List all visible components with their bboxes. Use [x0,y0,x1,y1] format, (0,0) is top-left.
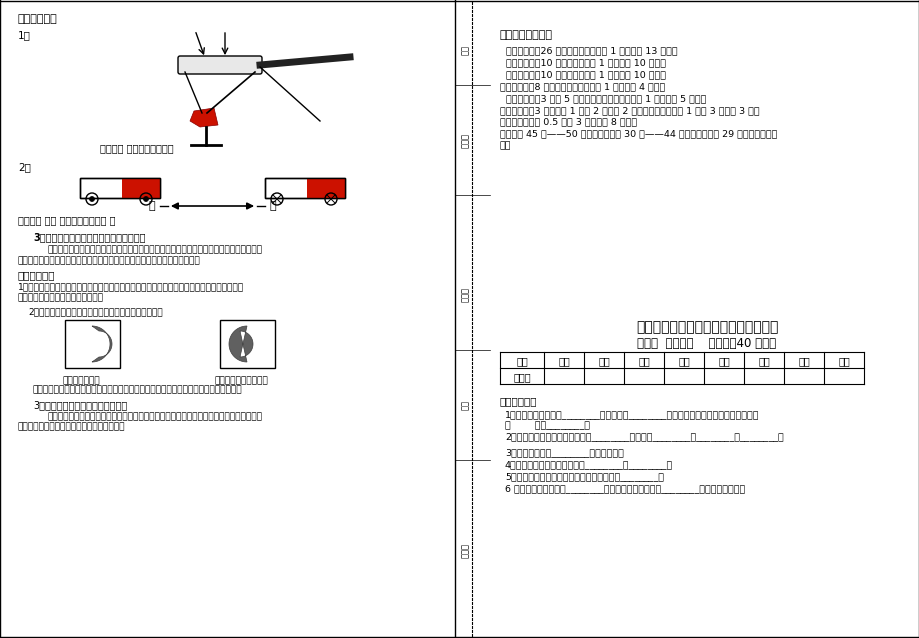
Bar [307,178,345,198]
Text: 2．有规则的几何外形的固体叫做________，请举例________、________、________。: 2．有规则的几何外形的固体叫做________，请举例________、____… [505,432,783,441]
Text: 六、简答题：3 大题，第 1 题算 2 题，第 2 题每答对一个问题算 1 题合 3 题，第 3 题每: 六、简答题：3 大题，第 1 题算 2 题，第 2 题每答对一个问题算 1 题合… [499,106,759,115]
Text: 的半径，这样在轮上用力，作用在轴上的力也就增大，可以轻松把螺母拧出。: 的半径，这样在轮上用力，作用在轴上的力也就增大，可以轻松把螺母拧出。 [18,256,200,265]
Text: 连线: 连线 [677,356,689,366]
Text: 班级：: 班级： [460,133,469,147]
Bar [265,178,345,198]
Text: 选择: 选择 [638,356,649,366]
Text: 镜        叫做________。: 镜 叫做________。 [505,421,589,430]
Bar [80,178,160,198]
Text: 4．物质变化一般分成两类：即________和________。: 4．物质变化一般分成两类：即________和________。 [505,460,673,469]
Text: 五、图形题：: 五、图形题： [18,14,58,24]
Polygon shape [92,326,112,362]
Circle shape [143,197,148,202]
Bar [265,178,345,198]
Text: 一、填空题：: 一、填空题： [499,396,537,406]
Text: 一、填空题：26 空格，每填对两空算 1 题，（共 13 题）。: 一、填空题：26 空格，每填对两空算 1 题，（共 13 题）。 [499,46,677,55]
Text: 对题数: 对题数 [513,372,530,382]
Text: 1、答：小明只要在白纸信件中喷上碘酒溶液，因为淀粉遇到碘酒发生化学反应，变成蓝紫色，: 1、答：小明只要在白纸信件中喷上碘酒溶液，因为淀粉遇到碘酒发生化学反应，变成蓝紫… [18,282,244,291]
Text: 农历二十七或二十八。: 农历二十七或二十八。 [215,376,268,385]
Text: 5．月球在圆缺变化过程中出现的各种形状叫________。: 5．月球在圆缺变化过程中出现的各种形状叫________。 [505,472,664,481]
Text: 这样就可以把信中的内容显示出来。: 这样就可以把信中的内容显示出来。 [18,293,104,302]
Text: 2、: 2、 [18,162,31,172]
Text: ）: ） [269,201,277,211]
Text: 二、判断题：10 题，做对一题算 1 题，（共 10 题）。: 二、判断题：10 题，做对一题算 1 题，（共 10 题）。 [499,58,665,67]
Text: 的物质，如：铁生锈。（注：举例对就可以）: 的物质，如：铁生锈。（注：举例对就可以） [18,422,125,431]
Text: 3．我们已经知道________气体能灭火。: 3．我们已经知道________气体能灭火。 [505,448,623,457]
Text: （: （ [148,201,154,211]
Text: 等级: 等级 [798,356,809,366]
Text: 1．放大镜能把物体的________放大，早在________，人们就发明了放大镜。人们把放大: 1．放大镜能把物体的________放大，早在________，人们就发明了放大… [505,410,759,419]
Text: 题型: 题型 [516,356,528,366]
Text: 图形: 图形 [718,356,729,366]
Text: 四、连线题：8 条线，每连对两条线算 1 题，（共 4 题）。: 四、连线题：8 条线，每连对两条线算 1 题，（共 4 题）。 [499,82,664,91]
Polygon shape [229,326,253,362]
Text: 书写: 书写 [837,356,849,366]
Text: 3、答：物理变化和化学变化两类。: 3、答：物理变化和化学变化两类。 [33,400,127,410]
Text: 姓名：: 姓名： [460,288,469,302]
Text: 判断: 判断 [597,356,609,366]
Text: 理由：（ 答： 磁铁异极互相吸引 ）: 理由：（ 答： 磁铁异极互相吸引 ） [18,215,116,225]
Text: 七、做对 45 题——50 题为优秀；做对 30 题——44 题为合格；做对 29 题及以下为待合: 七、做对 45 题——50 题为优秀；做对 30 题——44 题为合格；做对 2… [499,129,777,138]
Text: 填空: 填空 [558,356,569,366]
Text: 3、答：扳手柄上套一根适当长度的钢管。: 3、答：扳手柄上套一根适当长度的钢管。 [33,232,145,242]
Text: 评分标准题目折算: 评分标准题目折算 [499,30,552,40]
Text: 学校：: 学校： [460,542,469,558]
Circle shape [89,197,95,202]
Text: 五、图形题：3 大题 5 个问题，每完成一个问题算 1 题，（共 5 题）。: 五、图形题：3 大题 5 个问题，每完成一个问题算 1 题，（共 5 题）。 [499,94,706,103]
Text: 答：扳手是一种轮轴机械的应用，扳手柄上套一根适当长度的钢管，即延长手柄，增大轮轴: 答：扳手是一种轮轴机械的应用，扳手柄上套一根适当长度的钢管，即延长手柄，增大轮轴 [48,245,263,254]
Text: 名称：（ 凸透镜聚光实验）: 名称：（ 凸透镜聚光实验） [100,143,174,153]
Text: 答：: 答： [460,400,469,410]
Text: 答对一个问题算 0.5 题合 3 题，（共 8 题）。: 答对一个问题算 0.5 题合 3 题，（共 8 题）。 [499,117,637,126]
Text: 简答: 简答 [757,356,769,366]
Text: 农历初三或初四: 农历初三或初四 [62,376,100,385]
Text: 六、简答题：: 六、简答题： [18,270,55,280]
Text: 六年级  科学试卷    （时间：40 分钟）: 六年级 科学试卷 （时间：40 分钟） [637,337,776,350]
FancyBboxPatch shape [177,56,262,74]
Text: 当：: 当： [460,45,469,55]
Bar [122,178,160,198]
Text: 格。: 格。 [499,141,511,150]
Text: 三、选择题：10 题，做对一题算 1 题，（共 10 题）。: 三、选择题：10 题，做对一题算 1 题，（共 10 题）。 [499,70,665,79]
Bar [220,320,275,368]
Text: 答：农历上半月由缺到圆，月亮凸面在右侧；农历下半月再由圆到缺，月亮凸面在左侧。: 答：农历上半月由缺到圆，月亮凸面在右侧；农历下半月再由圆到缺，月亮凸面在左侧。 [33,385,243,394]
Polygon shape [190,108,218,127]
Text: 答：物质发生物理变化时，不产生新的物质，如：水结成冰。物质发生化学变化时，产生新: 答：物质发生物理变化时，不产生新的物质，如：水结成冰。物质发生化学变化时，产生新 [48,412,263,421]
Text: 1、: 1、 [18,30,31,40]
Text: 小学期末教学质量检测模拟试卷科学卷: 小学期末教学质量检测模拟试卷科学卷 [635,320,777,334]
Text: 2、（注：月相大小画得比较接近，相差不大就可以对）: 2、（注：月相大小画得比较接近，相差不大就可以对） [28,307,163,316]
Bar [80,178,160,198]
Text: 6 光的传播速度是每秒________万千米。光年就是光在________中所走过的距离。: 6 光的传播速度是每秒________万千米。光年就是光在________中所走… [505,484,744,493]
Bar [65,320,119,368]
